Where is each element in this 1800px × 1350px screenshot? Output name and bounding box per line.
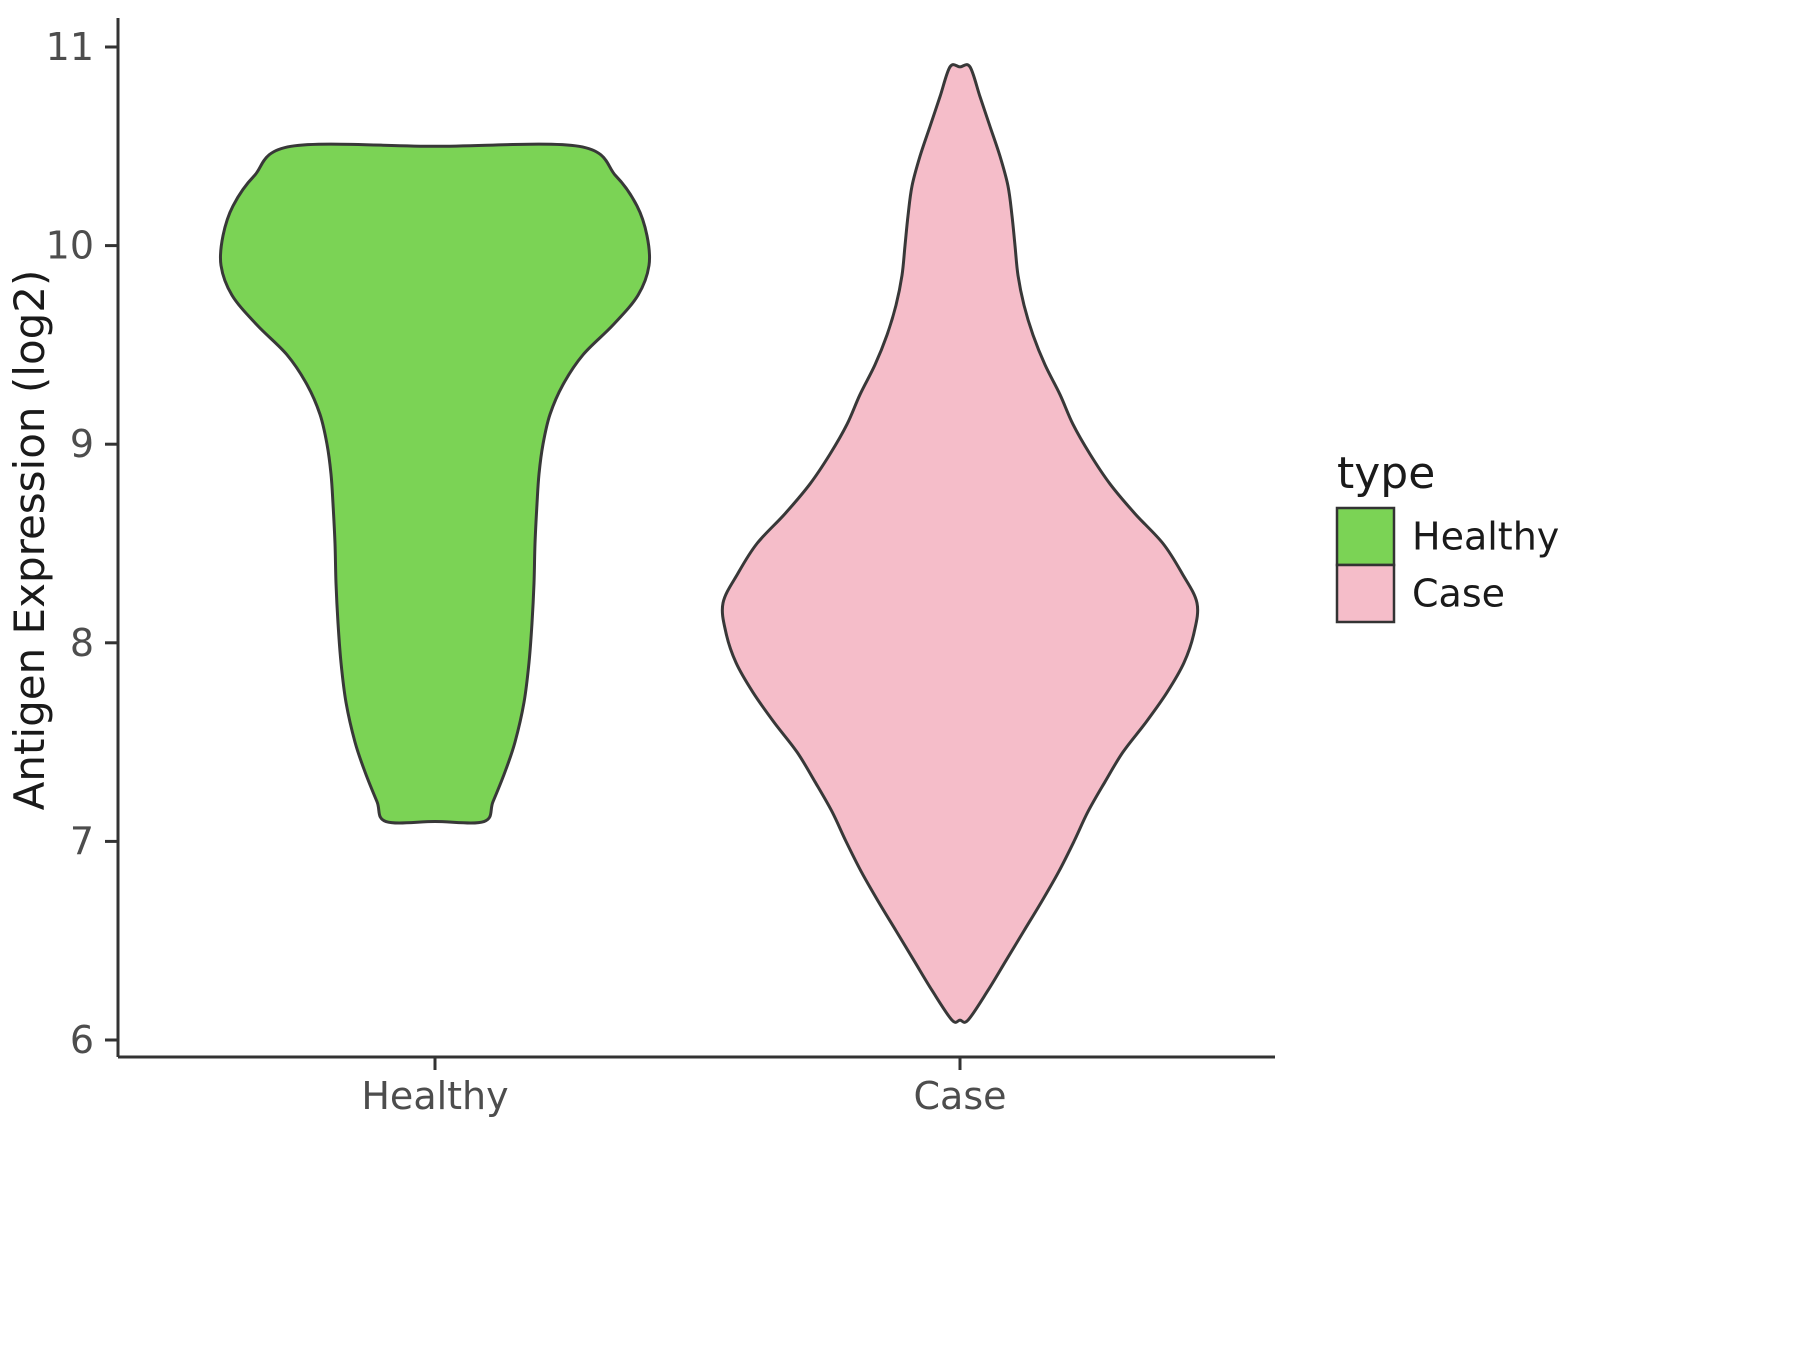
legend-label-healthy: Healthy	[1412, 515, 1559, 559]
y-axis-title: Antigen Expression (log2)	[5, 270, 54, 811]
legend-title: type	[1337, 448, 1435, 499]
legend-label-case: Case	[1412, 572, 1505, 616]
x-tick-label-healthy: Healthy	[361, 1074, 508, 1118]
y-tick-label: 9	[70, 422, 94, 466]
y-tick-label: 8	[70, 621, 94, 665]
violin-case	[720, 63, 1200, 1024]
y-tick-label: 11	[46, 25, 94, 69]
legend-swatch-healthy	[1335, 506, 1396, 567]
y-tick-label: 7	[70, 819, 94, 863]
y-tick-label: 10	[46, 224, 94, 268]
y-tick-label: 6	[70, 1018, 94, 1062]
violin-healthy	[218, 142, 652, 825]
legend-swatch-case	[1335, 563, 1396, 624]
x-tick-label-case: Case	[914, 1074, 1007, 1118]
